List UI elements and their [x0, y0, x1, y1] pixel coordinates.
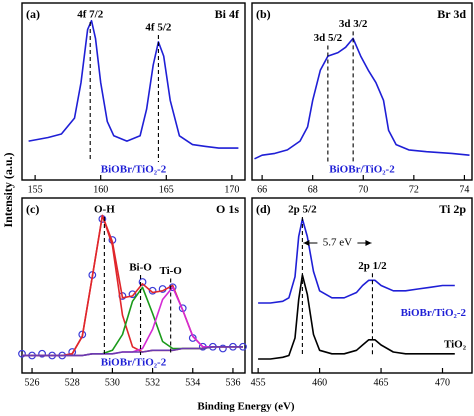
series-label: BiOBr/TiO₂-2 [401, 307, 467, 319]
peak-label: 2p 5/2 [288, 204, 317, 216]
x-tick-label: 68 [308, 184, 318, 195]
data-point [138, 278, 147, 286]
spectrum-line [22, 214, 243, 357]
x-tick-label: 534 [185, 377, 200, 388]
spectrum-line [28, 19, 239, 149]
plot-frame [21, 197, 246, 374]
data-point [18, 349, 26, 358]
peak-label: O-H [94, 204, 115, 216]
x-tick-label: 528 [65, 377, 80, 388]
plot-frame [21, 2, 246, 181]
x-tick-label: 160 [93, 184, 108, 195]
x-tick-label: 70 [358, 184, 368, 195]
data-point [219, 344, 227, 353]
panel-label: (c) [26, 202, 39, 216]
panel-title: Bi 4f [215, 7, 240, 21]
panel-title: O 1s [216, 202, 239, 216]
panel-label: (d) [256, 202, 271, 216]
peak-label: 4f 5/2 [145, 21, 171, 33]
spectrum-line [258, 218, 455, 304]
spectrum-line [254, 37, 470, 160]
sample-label: BiOBr/TiO₂-2 [101, 357, 167, 369]
x-tick-label: 165 [159, 184, 174, 195]
x-tick-label: 532 [145, 377, 160, 388]
sample-label: BiOBr/TiO₂-2 [329, 164, 395, 176]
data-point [148, 286, 157, 295]
plot-frame [251, 197, 473, 374]
x-tick-label: 455 [251, 377, 266, 388]
x-tick-label: 155 [28, 184, 43, 195]
panel-title: Ti 2p [439, 202, 466, 216]
x-tick-label: 460 [312, 377, 327, 388]
x-tick-label: 536 [225, 377, 240, 388]
peak-label: Ti-O [159, 265, 182, 277]
x-tick-label: 470 [435, 377, 450, 388]
arrow-label-bg [317, 236, 358, 250]
x-axis-label: Binding Energy (eV) [197, 401, 295, 413]
x-tick-label: 526 [25, 377, 40, 388]
peak-label: Bi-O [129, 262, 152, 274]
panel-label: (b) [256, 7, 271, 21]
peak-label: 3d 5/2 [314, 32, 343, 44]
x-tick-label: 66 [257, 184, 267, 195]
data-point [128, 290, 137, 299]
x-tick-label: 170 [224, 184, 239, 195]
y-axis-label: Intensity (a.u.) [1, 152, 15, 227]
x-tick-label: 465 [374, 377, 389, 388]
peak-label: 2p 1/2 [358, 260, 387, 272]
splitting-label: 5.7 eV [323, 237, 352, 249]
x-tick-label: 530 [105, 377, 120, 388]
peak-label: 3d 3/2 [339, 18, 368, 30]
plot-frame [251, 2, 473, 181]
spectrum-line [258, 274, 455, 360]
series-label: TiO₂ [444, 338, 467, 350]
spectrum-line [22, 346, 243, 357]
spectrum-line [22, 214, 243, 357]
panel-label: (a) [26, 7, 40, 21]
peak-label: 4f 7/2 [77, 9, 103, 21]
sample-label: BiOBr/TiO₂-2 [101, 164, 167, 176]
x-tick-label: 74 [459, 184, 469, 195]
x-tick-label: 72 [409, 184, 419, 195]
data-point [38, 349, 46, 358]
panel-title: Br 3d [437, 7, 466, 21]
